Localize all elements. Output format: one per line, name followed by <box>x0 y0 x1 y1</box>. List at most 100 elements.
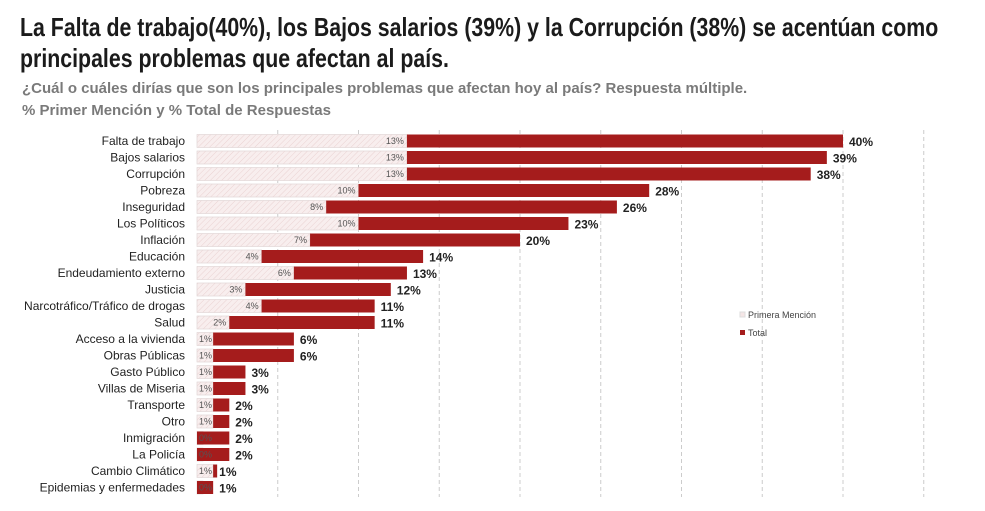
bar-total <box>197 481 214 494</box>
chart-subtitle: ¿Cuál o cuáles dirías que son los princi… <box>22 80 748 97</box>
bar-total <box>261 299 375 313</box>
category-label: Inflación <box>140 233 185 247</box>
data-label-total: 1% <box>219 482 237 496</box>
data-label-primera: 4% <box>246 301 259 311</box>
category-label: Transporte <box>127 398 185 412</box>
category-label: Epidemias y enfermedades <box>40 481 185 495</box>
data-label-total: 2% <box>235 432 253 446</box>
bar-total <box>406 134 843 148</box>
data-label-primera: 4% <box>246 252 259 262</box>
category-label: Narcotráfico/Tráfico de drogas <box>24 299 185 313</box>
category-label: Educación <box>129 250 185 264</box>
category-label: Falta de trabajo <box>102 134 186 148</box>
data-label-primera: 1% <box>199 400 212 410</box>
data-label-primera: 6% <box>278 268 291 278</box>
data-label-primera: 13% <box>386 153 404 163</box>
data-label-total: 1% <box>219 465 237 479</box>
data-label-primera: 0% <box>199 483 212 493</box>
data-label-primera: 13% <box>386 136 404 146</box>
legend: Primera Mención Total <box>739 310 816 338</box>
bar-total <box>229 316 375 329</box>
bar-total <box>213 349 294 362</box>
data-label-primera: 0% <box>199 450 212 460</box>
bar-primera-mencion <box>196 216 359 231</box>
legend-swatch-total <box>740 330 745 335</box>
category-label: Otro <box>162 415 186 429</box>
bar-total <box>310 233 520 247</box>
data-label-total: 2% <box>235 416 253 430</box>
data-label-total: 20% <box>526 234 550 248</box>
bar-total <box>358 217 569 230</box>
data-label-primera: 10% <box>337 219 355 229</box>
data-label-total: 3% <box>251 383 269 397</box>
bar-primera-mencion <box>196 150 408 165</box>
data-label-total: 2% <box>235 399 253 413</box>
data-label-primera: 8% <box>310 202 323 212</box>
data-label-total: 14% <box>429 251 453 265</box>
data-label-primera: 1% <box>199 334 212 344</box>
data-label-total: 11% <box>381 317 405 331</box>
data-label-primera: 1% <box>199 367 212 377</box>
bar-total <box>406 151 827 164</box>
data-label-total: 13% <box>413 267 437 281</box>
bar-total <box>213 398 230 412</box>
header: La Falta de trabajo(40%), los Bajos sala… <box>0 0 985 125</box>
data-label-primera: 1% <box>199 466 212 476</box>
category-label: Bajos salarios <box>110 151 185 165</box>
category-label: Villas de Miseria <box>98 382 185 396</box>
bar-total <box>197 448 230 461</box>
category-label: Inseguridad <box>122 200 185 214</box>
data-label-total: 11% <box>381 300 405 314</box>
data-label-total: 6% <box>300 350 318 364</box>
category-label: Endeudamiento externo <box>58 266 186 280</box>
bar-total <box>326 200 617 214</box>
bar-primera-mencion <box>196 134 408 148</box>
category-label: Obras Públicas <box>104 349 185 363</box>
data-label-primera: 0% <box>199 433 212 443</box>
category-label: Gasto Público <box>110 365 185 379</box>
page-title: La Falta de trabajo(40%), los Bajos sala… <box>20 12 939 73</box>
data-label-total: 26% <box>623 201 647 215</box>
category-label: La Policía <box>132 448 185 462</box>
category-label: Pobreza <box>140 184 185 198</box>
data-label-total: 28% <box>655 185 679 199</box>
legend-swatch-primera <box>739 311 746 318</box>
data-label-primera: 3% <box>229 285 242 295</box>
data-label-primera: 1% <box>199 351 212 361</box>
category-label: Justicia <box>145 283 185 297</box>
data-label-total: 23% <box>574 218 598 232</box>
chart-subtitle-2: % Primer Mención y % Total de Respuestas <box>22 102 331 119</box>
bar-total <box>358 184 650 197</box>
bar-total <box>213 332 294 346</box>
category-label: Cambio Climático <box>91 464 185 478</box>
legend-label-total: Total <box>748 328 767 338</box>
data-label-total: 38% <box>817 168 841 182</box>
bar-primera-mencion <box>196 183 359 198</box>
bar-primera-mencion <box>196 200 327 214</box>
category-label: Los Políticos <box>117 217 185 231</box>
data-label-primera: 2% <box>213 318 226 328</box>
bar-total <box>213 415 230 428</box>
bar-chart: 0%5%10%15%20%25%30%35%40%45% Falta de tr… <box>24 130 934 511</box>
category-label: Corrupción <box>126 167 185 181</box>
category-label: Salud <box>154 316 185 330</box>
data-label-primera: 10% <box>337 186 355 196</box>
bar-total <box>213 464 218 478</box>
data-label-total: 2% <box>235 449 253 463</box>
category-label: Acceso a la vivienda <box>76 332 186 346</box>
bar-primera-mencion <box>196 167 408 181</box>
bar-total <box>406 167 811 181</box>
bar-total <box>261 250 424 263</box>
bar-total <box>213 382 246 395</box>
legend-label-primera: Primera Mención <box>748 310 816 320</box>
bar-total <box>213 365 246 379</box>
data-label-primera: 13% <box>386 169 404 179</box>
data-label-total: 39% <box>833 152 857 166</box>
bar-total <box>197 431 230 445</box>
data-label-primera: 1% <box>199 417 212 427</box>
data-label-total: 3% <box>251 366 269 380</box>
data-label-primera: 1% <box>199 384 212 394</box>
bar-total <box>293 266 407 280</box>
data-label-total: 40% <box>849 135 873 149</box>
bar-total <box>245 283 391 296</box>
